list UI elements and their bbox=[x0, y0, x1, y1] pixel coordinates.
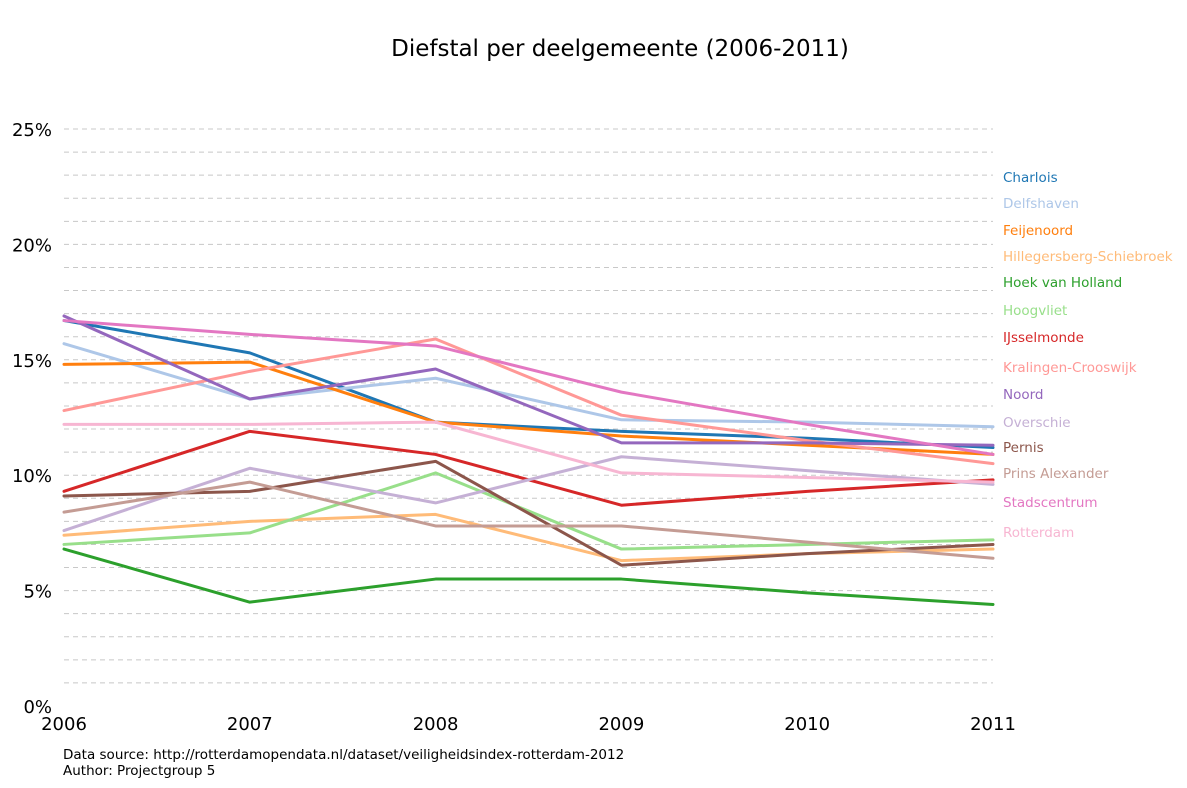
series-lines bbox=[62, 314, 995, 606]
legend-label: Noord bbox=[1003, 387, 1044, 403]
chart-title: Diefstal per deelgemeente (2006-2011) bbox=[391, 36, 849, 62]
x-tick-label: 2009 bbox=[598, 714, 644, 735]
author-note: Author: Projectgroup 5 bbox=[63, 763, 216, 779]
legend-label: Pernis bbox=[1003, 440, 1044, 456]
data-source-note: Data source: http://rotterdamopendata.nl… bbox=[63, 747, 625, 763]
legend-label: Charlois bbox=[1003, 170, 1058, 186]
x-axis-ticks: 2006 2007 2008 2009 2010 2011 bbox=[41, 714, 1016, 735]
y-tick-label: 0% bbox=[23, 697, 52, 718]
x-tick-label: 2010 bbox=[784, 714, 830, 735]
series-line-delfshaven bbox=[62, 342, 995, 429]
x-tick-label: 2007 bbox=[227, 714, 273, 735]
legend-label: Feijenoord bbox=[1003, 223, 1073, 239]
legend-label: Hoek van Holland bbox=[1003, 275, 1122, 291]
series-line-rotterdam bbox=[62, 420, 995, 484]
legend-label: Overschie bbox=[1003, 415, 1071, 431]
series-line-noord bbox=[62, 314, 995, 447]
legend-label: Kralingen-Crooswijk bbox=[1003, 360, 1137, 376]
legend-label: Rotterdam bbox=[1003, 525, 1074, 541]
y-tick-label: 15% bbox=[12, 351, 52, 372]
series-line-overschie bbox=[62, 455, 995, 533]
series-line-charlois bbox=[62, 319, 995, 450]
legend-label: Hoogvliet bbox=[1003, 303, 1067, 319]
series-line-hoek-van-holland bbox=[62, 547, 995, 606]
y-axis-ticks: 0% 5% 10% 15% 20% 25% bbox=[12, 120, 52, 718]
series-line-stadscentrum bbox=[62, 319, 995, 456]
grid-lines bbox=[64, 128, 993, 684]
y-tick-label: 25% bbox=[12, 120, 52, 141]
legend-label: Prins Alexander bbox=[1003, 466, 1109, 482]
y-tick-label: 10% bbox=[12, 466, 52, 487]
y-tick-label: 5% bbox=[23, 582, 52, 603]
y-tick-label: 20% bbox=[12, 235, 52, 256]
series-line-pernis bbox=[62, 459, 995, 567]
x-tick-label: 2011 bbox=[970, 714, 1016, 735]
series-line-feijenoord bbox=[62, 360, 995, 456]
legend-label: Stadscentrum bbox=[1003, 495, 1098, 511]
footer: Data source: http://rotterdamopendata.nl… bbox=[63, 747, 624, 779]
x-tick-label: 2006 bbox=[41, 714, 87, 735]
legend-label: Hillegersberg-Schiebroek bbox=[1003, 249, 1173, 265]
series-line-prins-alexander bbox=[62, 480, 995, 560]
legend-label: Delfshaven bbox=[1003, 196, 1079, 212]
x-tick-label: 2008 bbox=[413, 714, 459, 735]
legend-label: IJsselmonde bbox=[1003, 330, 1084, 346]
legend: Charlois Delfshaven Feijenoord Hillegersber… bbox=[1003, 170, 1173, 541]
